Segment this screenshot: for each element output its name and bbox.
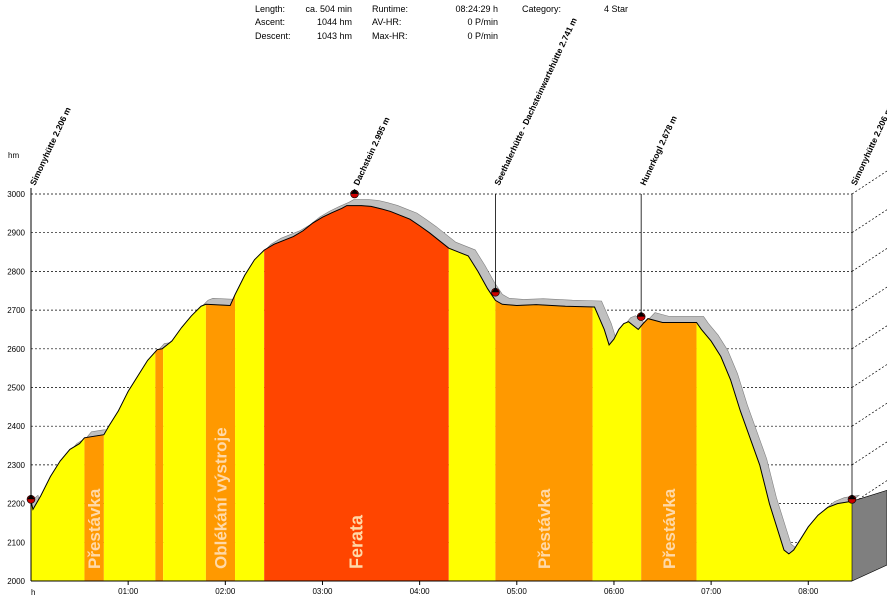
category-label: Category: [522, 4, 562, 14]
waypoint-marker [491, 287, 500, 297]
grid-line-depth [851, 364, 887, 388]
waypoint-marker-roof [27, 494, 35, 500]
segment-hiking [31, 205, 85, 581]
y-tick-label: 2500 [7, 384, 25, 393]
segment-label: Přestávka [85, 488, 104, 569]
waypoint-marker-roof [350, 188, 359, 194]
grid-line-depth [851, 170, 887, 195]
grid-line-depth [851, 402, 887, 427]
segment-label: Oblékání výstroje [211, 427, 230, 569]
descent-value: 1043 hm [316, 31, 352, 41]
grid-line-depth [851, 480, 887, 504]
y-tick-label: 2800 [7, 267, 25, 276]
segment-rest [155, 205, 164, 581]
waypoint-label: Dachstein 2.995 m [351, 115, 392, 187]
segment-hiking [592, 205, 642, 581]
x-tick-label: 04:00 [410, 587, 431, 596]
waypoint-marker [350, 188, 359, 199]
x-tick-label: 01:00 [118, 587, 139, 596]
x-tick-label: 07:00 [701, 587, 722, 596]
segment-hiking [235, 205, 265, 581]
y-tick-label: 3000 [7, 190, 25, 199]
grid-line-depth [851, 286, 887, 311]
grid-line-depth [851, 248, 887, 272]
avhr-label: AV-HR: [372, 17, 402, 27]
segment-label: Ferata [346, 514, 366, 569]
y-tick-label: 2000 [7, 577, 25, 586]
grid-line-depth [851, 441, 887, 466]
stats-header: Length: ca. 504 min Ascent: 1044 hm Desc… [0, 0, 887, 48]
x-tick-label: 05:00 [507, 587, 528, 596]
y-tick-label: 2900 [7, 229, 25, 238]
waypoint-marker [26, 494, 36, 504]
segment-label: Přestávka [660, 488, 679, 569]
category-value: 4 Star [603, 4, 628, 14]
runtime-label: Runtime: [372, 4, 409, 14]
avhr-value: 0 P/min [467, 17, 498, 27]
grid-line-depth [851, 209, 887, 233]
grid-line-depth [851, 325, 887, 350]
maxhr-value: 0 P/min [467, 31, 498, 41]
maxhr-label: Max-HR: [372, 31, 408, 41]
y-tick-label: 2200 [7, 500, 25, 509]
length-label: Length: [255, 4, 286, 14]
waypoint-label: Simonyhütte 2.206 m [28, 105, 73, 187]
segment-hiking [103, 205, 156, 581]
runtime-value: 08:24:29 h [455, 4, 498, 14]
x-axis-origin-label: h [31, 588, 35, 597]
waypoint-marker-roof [637, 311, 646, 317]
waypoint-label: Hunerkogl 2.678 m [638, 114, 679, 187]
segment-ferrata [264, 205, 449, 581]
waypoint-label: Seethalerhütte - Dachsteinwartehütte 2.7… [492, 16, 579, 187]
segment-hiking [448, 205, 496, 581]
waypoint-marker-roof [491, 287, 500, 293]
waypoint-marker-roof [848, 494, 856, 500]
x-tick-label: 03:00 [312, 587, 333, 596]
waypoint-marker [636, 311, 646, 321]
x-tick-label: 02:00 [215, 587, 236, 596]
y-tick-label: 2300 [7, 461, 25, 470]
y-tick-label: 2700 [7, 306, 25, 315]
y-tick-label: 2100 [7, 538, 25, 547]
descent-label: Descent: [255, 31, 291, 41]
x-tick-label: 06:00 [604, 587, 625, 596]
profile-line [30, 205, 853, 555]
ascent-label: Ascent: [255, 17, 286, 27]
ascent-value: 1044 hm [316, 17, 352, 27]
x-tick-label: 08:00 [798, 587, 819, 596]
y-tick-label: 2600 [7, 345, 25, 354]
waypoint-label: Simonyhütte 2.206 m [849, 105, 887, 187]
y-axis-label: hm [8, 151, 19, 160]
chart-depth-wall [851, 489, 887, 582]
segment-hiking [163, 205, 206, 581]
length-value: ca. 504 min [305, 4, 352, 14]
y-tick-label: 2400 [7, 422, 25, 431]
segment-label: Přestávka [535, 488, 554, 569]
waypoint-marker [847, 494, 857, 504]
